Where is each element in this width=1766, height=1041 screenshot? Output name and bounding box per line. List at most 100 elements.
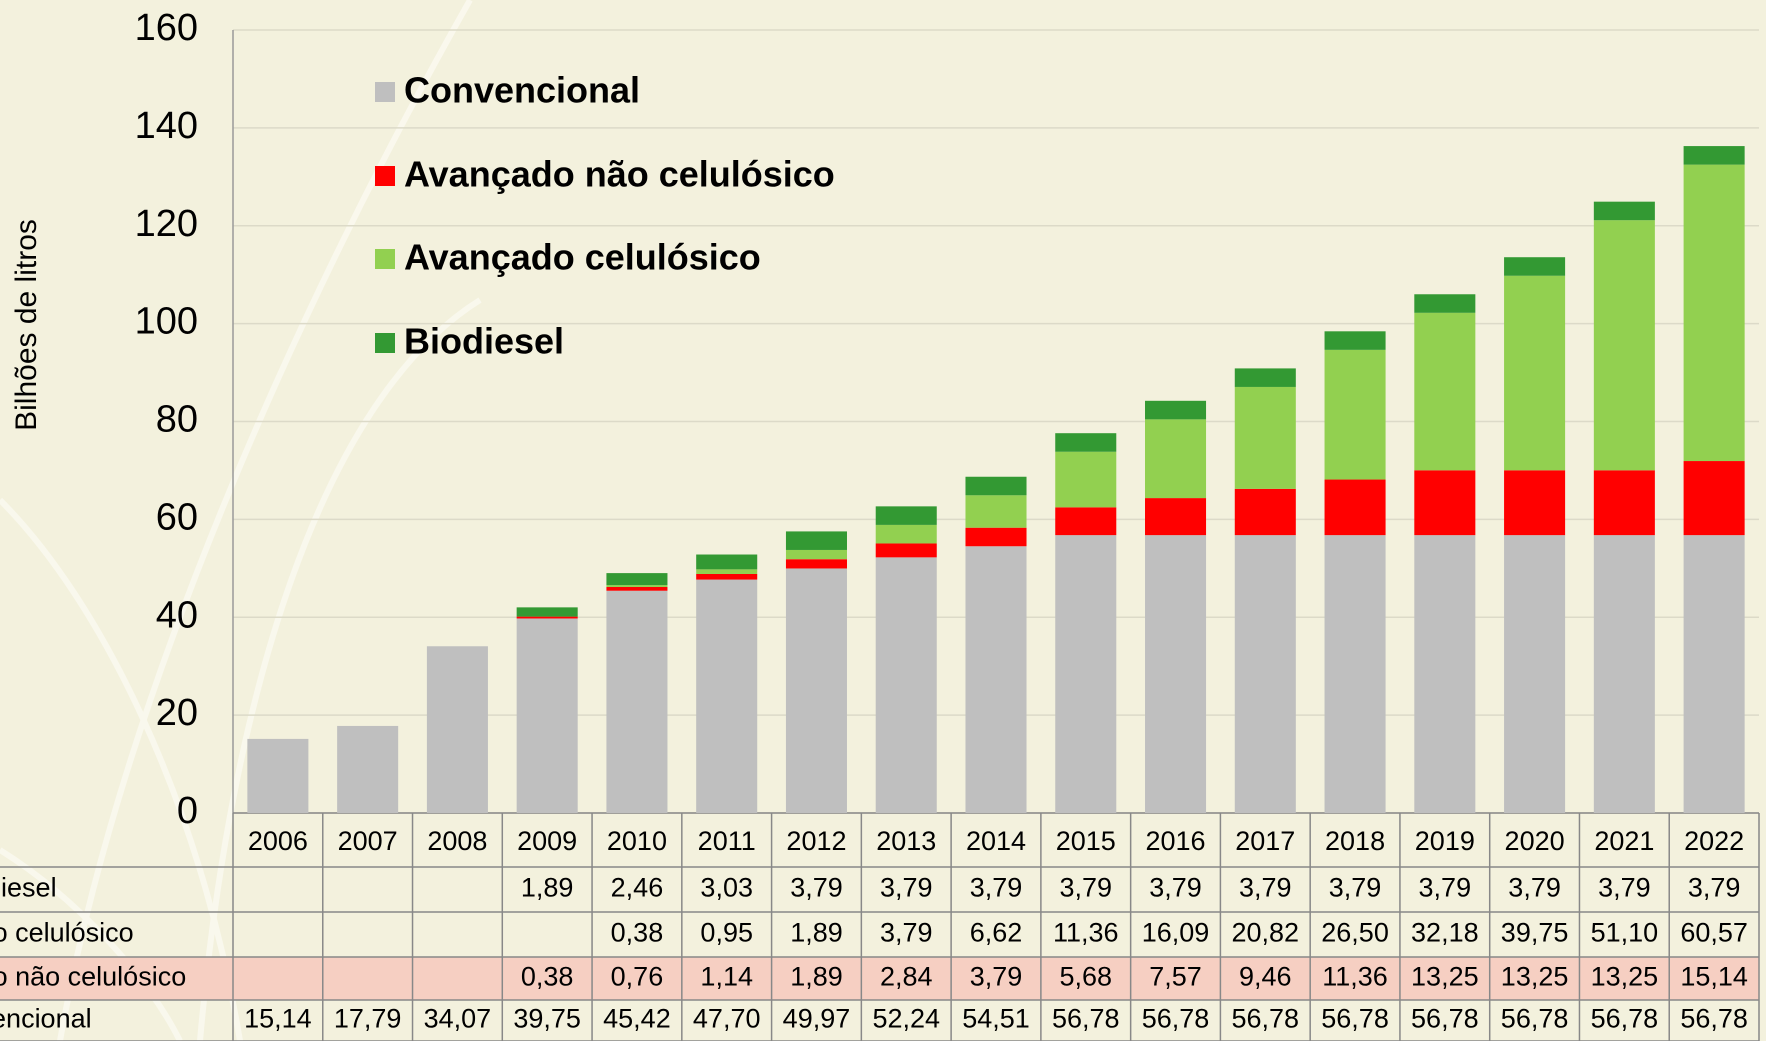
bar-segment	[1594, 535, 1655, 813]
bar-segment	[1684, 165, 1745, 461]
legend-swatch	[375, 333, 395, 353]
bar-segment	[606, 573, 667, 585]
table-value: 56,78	[1591, 1004, 1659, 1034]
bar-segment	[1684, 535, 1745, 813]
bar-segment	[1594, 470, 1655, 535]
table-value: 45,42	[603, 1004, 671, 1034]
x-tick-label: 2007	[338, 826, 398, 856]
bar-segment	[965, 528, 1026, 547]
y-tick-label: 0	[177, 790, 198, 832]
table-value: 3,79	[1688, 873, 1741, 903]
table-value: 1,14	[700, 962, 753, 992]
table-value: 56,78	[1142, 1004, 1210, 1034]
table-value: 56,78	[1411, 1004, 1479, 1034]
bar-segment	[965, 477, 1026, 496]
table-value: 52,24	[872, 1004, 940, 1034]
table-value: 1,89	[521, 873, 574, 903]
bar-segment	[517, 617, 578, 619]
y-tick-label: 60	[156, 496, 198, 538]
chart: Bilhões de litros 0204060801001201401602…	[0, 0, 1766, 1041]
bar-segment	[1235, 387, 1296, 489]
legend-label: Avançado celulósico	[404, 237, 761, 278]
table-value: 51,10	[1591, 918, 1659, 948]
y-axis-label: Bilhões de litros	[10, 219, 43, 431]
bar-segment	[1055, 452, 1116, 508]
x-tick-label: 2008	[427, 826, 487, 856]
table-value: 3,79	[1149, 873, 1202, 903]
y-tick-label: 140	[135, 105, 198, 147]
bar-segment	[786, 559, 847, 568]
row-label: Avançado celulósico	[0, 918, 134, 948]
bar-segment	[1145, 535, 1206, 813]
bar-segment	[337, 726, 398, 813]
bar-segment	[1325, 350, 1386, 480]
bar-segment	[965, 495, 1026, 527]
table-value: 56,78	[1321, 1004, 1389, 1034]
x-tick-label: 2009	[517, 826, 577, 856]
bar-segment	[606, 585, 667, 587]
table-value: 39,75	[513, 1004, 581, 1034]
table-value: 3,79	[1239, 873, 1292, 903]
bar-segment	[606, 591, 667, 813]
bar-segment	[696, 555, 757, 570]
bar-segment	[1414, 294, 1475, 313]
table-value: 3,79	[1419, 873, 1472, 903]
bar-segment	[1145, 498, 1206, 535]
bar-segment	[606, 587, 667, 591]
legend-swatch	[375, 249, 395, 269]
bar-segment	[1684, 461, 1745, 535]
bar-segment	[1594, 202, 1655, 221]
table-value: 13,25	[1411, 962, 1479, 992]
table-value: 56,78	[1052, 1004, 1120, 1034]
table-value: 0,95	[700, 918, 753, 948]
table-value: 9,46	[1239, 962, 1292, 992]
table-value: 3,79	[1508, 873, 1561, 903]
bar-segment	[1055, 433, 1116, 452]
bar-segment	[427, 646, 488, 813]
table-value: 5,68	[1059, 962, 1112, 992]
legend-swatch	[375, 166, 395, 186]
table-value: 11,36	[1053, 918, 1119, 948]
table-value: 56,78	[1501, 1004, 1569, 1034]
page: Bilhões de litros 0204060801001201401602…	[0, 0, 1766, 1041]
bar-segment	[696, 569, 757, 574]
bar-segment	[517, 607, 578, 616]
y-tick-label: 80	[156, 399, 198, 441]
y-tick-label: 120	[135, 203, 198, 245]
table-value: 3,79	[1059, 873, 1112, 903]
bar-segment	[876, 543, 937, 557]
legend-swatch	[375, 82, 395, 102]
bar-segment	[696, 580, 757, 813]
row-label: Biodiesel	[0, 873, 57, 903]
x-tick-label: 2021	[1594, 826, 1654, 856]
bar-segment	[1325, 331, 1386, 350]
table-value: 20,82	[1232, 918, 1300, 948]
x-tick-label: 2014	[966, 826, 1026, 856]
table-value: 3,79	[790, 873, 843, 903]
table-value: 3,79	[970, 873, 1023, 903]
table-value: 2,46	[611, 873, 664, 903]
x-tick-label: 2012	[786, 826, 846, 856]
bar-segment	[1325, 535, 1386, 813]
bar-segment	[786, 568, 847, 813]
y-tick-label: 160	[135, 7, 198, 49]
bar-segment	[1145, 419, 1206, 498]
table-value: 3,79	[880, 918, 933, 948]
table-value: 16,09	[1142, 918, 1210, 948]
table-value: 60,57	[1680, 918, 1748, 948]
x-tick-label: 2022	[1684, 826, 1744, 856]
table-value: 13,25	[1591, 962, 1659, 992]
table-value: 0,38	[611, 918, 664, 948]
bar-segment	[786, 531, 847, 550]
bar-segment	[1055, 535, 1116, 813]
bar-segment	[1504, 470, 1565, 535]
table-value: 47,70	[693, 1004, 761, 1034]
x-tick-label: 2020	[1505, 826, 1565, 856]
bar-segment	[786, 550, 847, 559]
bar-segment	[1504, 257, 1565, 276]
table-value: 3,79	[970, 962, 1023, 992]
x-tick-label: 2018	[1325, 826, 1385, 856]
bar-segment	[965, 546, 1026, 813]
table-value: 15,14	[1680, 962, 1748, 992]
bar-segment	[876, 525, 937, 544]
